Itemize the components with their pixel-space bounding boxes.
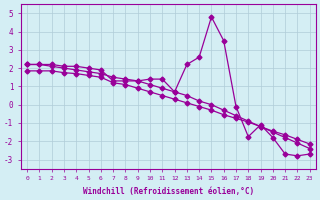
X-axis label: Windchill (Refroidissement éolien,°C): Windchill (Refroidissement éolien,°C) xyxy=(83,187,254,196)
